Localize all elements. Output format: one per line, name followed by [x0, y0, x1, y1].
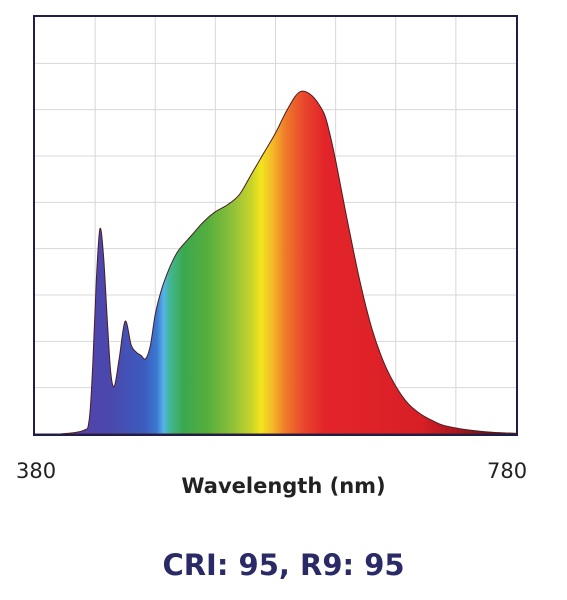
spectrum-area — [35, 90, 517, 435]
plot-frame — [33, 15, 518, 436]
cri-caption: CRI: 95, R9: 95 — [162, 548, 405, 582]
x-axis-title: Wavelength (nm) — [181, 474, 386, 498]
x-tick-label-min: 380 — [16, 459, 57, 483]
x-tick-label-max: 780 — [487, 459, 528, 483]
